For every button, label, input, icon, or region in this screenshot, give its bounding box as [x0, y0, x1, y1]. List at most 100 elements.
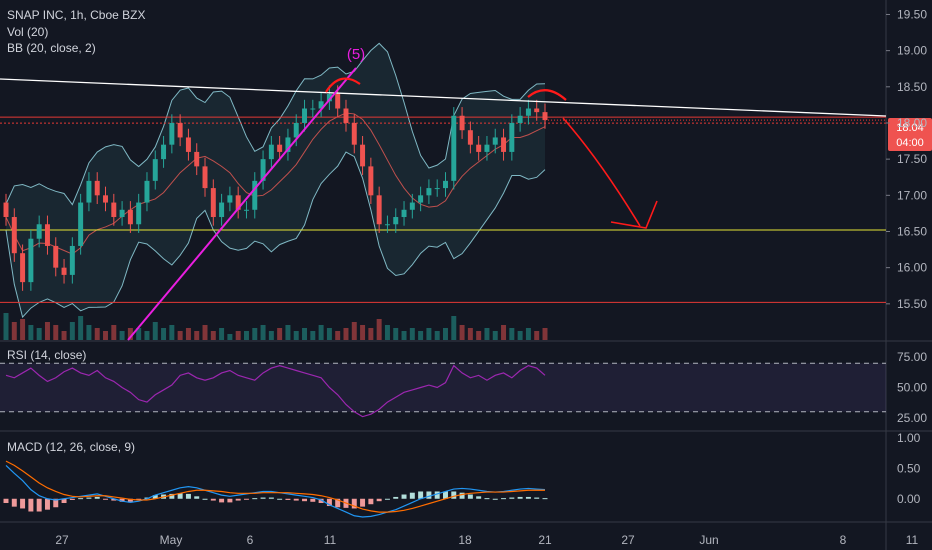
candle-body — [384, 224, 390, 226]
time-tick-label: 6 — [247, 533, 254, 547]
volume-bar — [3, 313, 9, 340]
candle-body — [152, 159, 158, 181]
candle-body — [277, 144, 283, 152]
candle-body — [260, 159, 266, 181]
volume-bar — [227, 334, 233, 340]
price-tick-label: 18.00 — [897, 116, 927, 130]
symbol-title[interactable]: SNAP INC, 1h, Cboe BZX — [7, 8, 146, 22]
price-tick-label: 15.50 — [897, 297, 927, 311]
macd-histogram-bar — [302, 498, 308, 502]
macd-histogram-bar — [517, 496, 523, 499]
price-tag — [888, 118, 932, 151]
rsi-layer — [0, 362, 886, 418]
candle-body — [202, 166, 208, 189]
macd-histogram-bar — [418, 491, 424, 499]
volume-bar — [343, 328, 349, 340]
price-tick-label: 16.00 — [897, 261, 927, 275]
macd-histogram-bar — [409, 492, 415, 499]
candle-body — [443, 180, 448, 189]
macd-histogram-bar — [127, 498, 133, 502]
candle-body — [343, 108, 349, 123]
candle-body — [534, 108, 540, 113]
macd-histogram-bar — [368, 498, 374, 505]
volume-bar — [177, 331, 183, 340]
candle-body — [501, 137, 507, 152]
top-arc-left — [325, 77, 361, 93]
rsi-band-fill — [0, 363, 886, 412]
rsi-tick-label: 50.00 — [897, 381, 927, 395]
time-tick-label: 11 — [324, 533, 337, 547]
price-tick-label: 17.50 — [897, 152, 927, 166]
time-tick-label: 8 — [840, 533, 847, 547]
macd-histogram-bar — [94, 496, 100, 499]
candle-body — [268, 144, 274, 160]
volume-bar — [310, 331, 316, 340]
candle-body — [310, 108, 316, 110]
volume-bar — [434, 331, 440, 340]
volume-bar — [293, 331, 299, 340]
candle-body — [451, 115, 457, 181]
candle-body — [252, 180, 258, 210]
candle-body — [177, 122, 183, 138]
price-tick-label: 16.50 — [897, 224, 927, 238]
macd-histogram-bar — [169, 493, 175, 499]
volume-bar — [61, 331, 67, 340]
macd-histogram-bar — [268, 497, 274, 499]
macd-histogram-bar — [3, 498, 9, 504]
macd-histogram-bar — [103, 498, 108, 500]
volume-bar — [53, 325, 59, 340]
top-arc-right — [527, 89, 567, 101]
candle-body — [61, 267, 67, 275]
volume-layer — [3, 313, 548, 340]
macd-histogram-bar — [202, 498, 208, 500]
macd-tick-label: 0.00 — [897, 492, 921, 506]
volume-bar — [119, 331, 125, 340]
macd-histogram-bar — [185, 493, 191, 499]
volume-bar — [326, 328, 332, 340]
macd-histogram-bar — [260, 497, 266, 499]
candle-body — [401, 209, 407, 218]
macd-histogram-bar — [360, 498, 366, 507]
volume-bar — [517, 331, 523, 340]
macd-histogram-bar — [28, 498, 34, 512]
volume-bar — [484, 328, 490, 340]
volume-bar — [467, 328, 473, 340]
bollinger-legend[interactable]: BB (20, close, 2) — [7, 41, 96, 55]
volume-bar — [285, 325, 291, 340]
candle-body — [144, 180, 150, 203]
volume-bar — [127, 328, 133, 340]
macd-histogram-bar — [525, 496, 531, 499]
candle-body — [243, 209, 249, 211]
bollinger-lower-line — [5, 151, 546, 319]
candle-body — [78, 202, 84, 246]
volume-bar — [501, 325, 507, 340]
candle-body — [169, 122, 175, 145]
macd-histogram-bar — [152, 495, 158, 499]
macd-histogram-bar — [451, 491, 457, 499]
macd-legend[interactable]: MACD (12, 26, close, 9) — [7, 440, 136, 454]
macd-histogram-bar — [476, 496, 482, 499]
macd-histogram-bar — [69, 498, 75, 500]
rsi-legend[interactable]: RSI (14, close) — [7, 348, 87, 362]
candle-body — [210, 188, 216, 218]
candle-body — [351, 122, 357, 145]
volume-bar — [136, 328, 142, 340]
volume-bar — [36, 328, 42, 340]
volume-bar — [302, 328, 308, 340]
volume-bar — [185, 328, 191, 340]
macd-histogram-bar — [376, 498, 382, 502]
candle-body — [517, 115, 523, 123]
volume-bar — [426, 328, 432, 340]
candle-body — [368, 166, 374, 196]
volume-legend[interactable]: Vol (20) — [7, 25, 49, 39]
volume-bar — [103, 331, 108, 340]
macd-histogram-bar — [534, 497, 540, 499]
candle-body — [335, 94, 341, 109]
macd-histogram-bar — [136, 498, 142, 500]
volume-bar — [393, 328, 399, 340]
volume-bar — [409, 328, 415, 340]
macd-histogram-bar — [434, 491, 440, 499]
